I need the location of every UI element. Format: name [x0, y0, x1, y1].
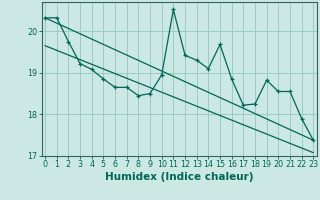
X-axis label: Humidex (Indice chaleur): Humidex (Indice chaleur)	[105, 172, 253, 182]
